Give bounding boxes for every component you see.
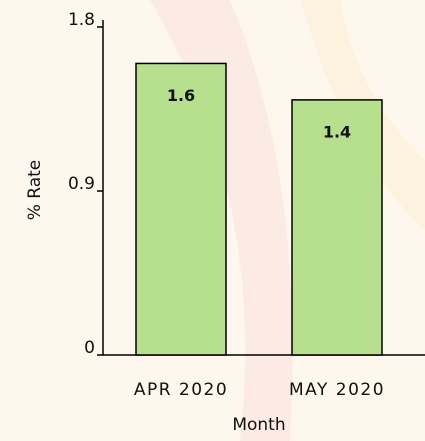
x-axis-label: Month (232, 415, 285, 435)
bar (291, 99, 383, 356)
y-axis-label: % Rate (25, 160, 45, 221)
y-tick-label: 1.8 (68, 10, 95, 30)
y-tick-label: 0 (84, 338, 95, 358)
x-tick-label: APR 2020 (134, 380, 228, 400)
data-label: 1.6 (167, 86, 195, 105)
bar (135, 62, 227, 356)
y-tick-label: 0.9 (68, 174, 95, 194)
x-tick-label: MAY 2020 (289, 380, 385, 400)
data-label: 1.4 (323, 122, 351, 141)
background-streak (150, 0, 293, 441)
